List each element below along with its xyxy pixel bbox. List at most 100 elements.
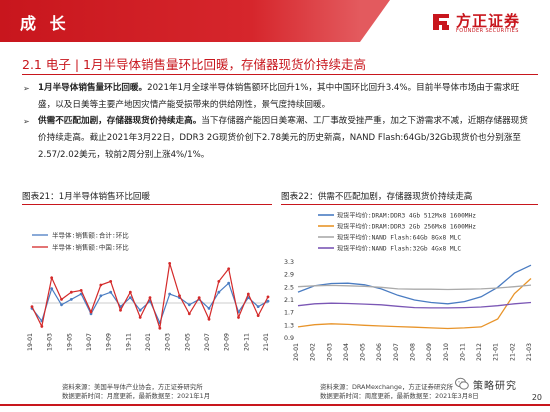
y-tick-label: 0.9 xyxy=(284,335,294,342)
x-tick-label: 21-01 xyxy=(263,333,270,351)
x-tick-label: 20-07 xyxy=(393,343,400,361)
figure-21-source: 资料来源：美国半导体产业协会，方正证券研究所 数据更新时间：月度更新，最新数据至… xyxy=(62,383,210,400)
x-tick-label: 19-11 xyxy=(125,333,132,351)
data-point xyxy=(197,296,201,299)
bullet-memory: ➢ 供需不匹配加剧，存储器现货价持续走高。当下存储器产能因日美寒潮、工厂事故受挫… xyxy=(23,113,534,164)
y-tick-label: 3.3 xyxy=(284,259,294,266)
founder-logo-icon xyxy=(433,14,449,30)
data-point xyxy=(60,303,63,307)
y-tick-label: 2.9 xyxy=(284,272,294,279)
y-tick-label: 2.5 xyxy=(284,284,294,291)
x-tick-label: 20-09 xyxy=(426,343,433,361)
data-point xyxy=(256,314,260,317)
data-point xyxy=(40,325,44,328)
x-tick-label: 20-10 xyxy=(443,343,450,361)
bullet-semiconductor: ➢ 1月半导体销售量环比回暖。2021年1月全球半导体销售额环比回升1%，其中中… xyxy=(23,80,534,114)
figure-21-title: 图表21：1月半导体销售环比回暖 xyxy=(22,192,151,202)
logo-subtitle: FOUNDER SECURITIES xyxy=(456,28,519,34)
x-tick-label: 20-04 xyxy=(343,343,350,361)
legend-label: 半导体:销售额:合计:环比 xyxy=(52,231,129,240)
data-point xyxy=(69,290,73,294)
data-point xyxy=(79,289,83,292)
data-point xyxy=(89,310,93,314)
data-point xyxy=(138,316,142,319)
top-banner: 成 长 方正证券 FOUNDER SECURITIES xyxy=(0,0,550,46)
data-point xyxy=(178,294,181,298)
data-point xyxy=(207,317,211,321)
logo-text: 方正证券 xyxy=(456,12,521,30)
x-tick-label: 20-07 xyxy=(204,333,211,351)
x-tick-label: 19-03 xyxy=(47,333,54,351)
data-point xyxy=(187,312,191,316)
data-point xyxy=(217,290,221,294)
section-divider xyxy=(22,74,538,75)
memory-price-chart: 0.9 1.3 1.7 2.1 2.5 2.9 3.3 现货平均价:DRAM:DDR3 4Gb… xyxy=(276,208,538,370)
data-point xyxy=(266,295,270,299)
y-tick-label: 1.7 xyxy=(284,310,294,317)
data-point xyxy=(119,308,122,312)
legend-label: 现货平均价:NAND Flash:32Gb 4Gx8 MLC xyxy=(337,245,461,253)
data-point xyxy=(168,292,172,296)
bullet-body: 1月半导体销售量环比回暖。2021年1月全球半导体销售额环比回升1%，其中中国环… xyxy=(24,80,534,114)
data-point xyxy=(246,292,250,296)
x-tick-label: 19-05 xyxy=(66,333,73,351)
data-point xyxy=(158,326,162,330)
x-tick-label: 20-02 xyxy=(310,343,317,361)
figure-22-divider xyxy=(281,204,538,205)
source-line: 资料来源：DRAMexchange，方正证券研究所 xyxy=(320,383,454,391)
semiconductor-sales-chart: 半导体:销售额:合计:环比 半导体:销售额:中国:环比 19-01 19-03 19-0… xyxy=(18,208,276,370)
x-tick-label: 20-06 xyxy=(376,343,383,361)
data-point xyxy=(128,296,132,299)
series-line xyxy=(297,264,532,305)
banner-red-bar xyxy=(0,0,390,42)
memory-price-svg: 0.9 1.3 1.7 2.1 2.5 2.9 3.3 现货平均价:DRAM:DDR3 4Gb… xyxy=(284,212,533,361)
x-tick-label: 21-02 xyxy=(509,343,516,361)
x-tick-label: 21-01 xyxy=(493,343,500,361)
data-point xyxy=(50,287,54,290)
data-point xyxy=(99,294,103,298)
wechat-icon xyxy=(455,377,469,390)
bullet-body: 供需不匹配加剧，存储器现货价持续走高。当下存储器产能因日美寒潮、工厂事故受挫严重… xyxy=(24,113,534,164)
figure-22-title: 图表22：供需不匹配加剧，存储器现货价持续走高 xyxy=(281,192,473,202)
series-line xyxy=(297,284,532,291)
bullet-text: 2021年1月全球半导体销售额环比回升1%，其中中国环比回升3.4%。目前半导体… xyxy=(38,83,520,110)
source-line: 资料来源：美国半导体产业协会，方正证券研究所 xyxy=(62,383,203,391)
legend-label: 现货平均价:DRAM:DDR3 4Gb 512Mx8 1600MHz xyxy=(337,212,476,220)
updated-line: 数据更新时间：周度更新，最新数据至：2021年3月8日 xyxy=(320,391,479,400)
legend-label: 现货平均价:DRAM:DDR3 2Gb 256Mx8 1600MHz xyxy=(337,223,476,231)
data-point xyxy=(266,299,270,303)
data-point xyxy=(138,308,142,312)
data-point xyxy=(148,296,152,299)
data-point xyxy=(69,298,73,301)
series-line xyxy=(297,301,532,309)
wechat-watermark: 策略研究 xyxy=(455,376,535,392)
figure-21-divider xyxy=(22,204,272,205)
data-point xyxy=(217,280,221,283)
data-point xyxy=(128,290,132,294)
x-tick-label: 20-03 xyxy=(326,343,333,361)
x-tick-label: 20-01 xyxy=(145,333,152,351)
bullet-lead: 1月半导体销售量环比回暖。 xyxy=(38,83,148,93)
section-title: 2.1 电子 | 1月半导体销售量环比回暖，存储器现货价持续走高 xyxy=(22,57,366,72)
bullet-text: 当下存储器产能因日美寒潮、工厂事故受挫严重，加之下游需求不减，近期存储器现货价持… xyxy=(38,116,528,160)
page-number: 20 xyxy=(531,393,542,402)
data-point xyxy=(99,283,103,287)
updated-line: 数据更新时间：月度更新，最新数据至：2021年1月 xyxy=(62,391,211,400)
founder-logo: 方正证券 FOUNDER SECURITIES xyxy=(430,10,540,38)
x-tick-label: 20-05 xyxy=(184,333,191,351)
bullet-arrow-icon: ➢ xyxy=(23,84,30,93)
x-tick-label: 20-08 xyxy=(410,343,417,361)
data-point xyxy=(256,305,260,308)
x-tick-label: 20-09 xyxy=(224,333,231,351)
data-point xyxy=(168,262,172,265)
data-point xyxy=(227,281,231,285)
legend-label: 半导体:销售额:中国:环比 xyxy=(52,243,129,252)
data-point xyxy=(109,290,113,294)
x-tick-label: 21-03 xyxy=(526,343,533,361)
y-tick-label: 2.1 xyxy=(284,297,294,304)
series-line xyxy=(297,278,532,330)
data-point xyxy=(207,307,211,310)
data-point xyxy=(227,267,231,271)
wechat-label: 策略研究 xyxy=(473,381,517,392)
